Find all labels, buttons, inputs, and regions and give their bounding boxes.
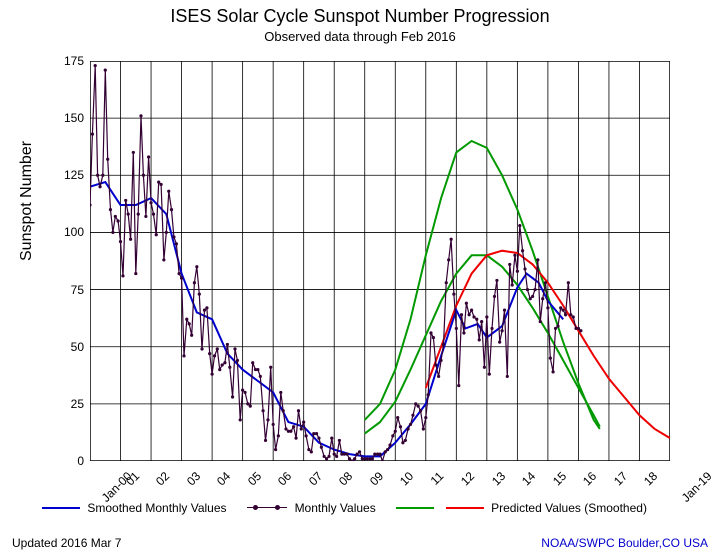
legend-monthly-label: Monthly Values [295,501,376,515]
x-tick-label: 16 [580,469,599,488]
plot-area [90,61,670,461]
x-tick-label: 09 [367,469,386,488]
chart-svg [90,61,670,461]
legend-marker-monthly-icon [247,503,287,513]
x-tick-label: 17 [611,469,630,488]
x-tick-label: 04 [214,469,233,488]
x-tick-label: 14 [519,469,538,488]
legend-smoothed-label: Smoothed Monthly Values [87,501,226,515]
y-tick-label: 175 [56,54,84,68]
x-tick-label: 13 [489,469,508,488]
x-tick-label: 15 [550,469,569,488]
y-tick-label: 150 [56,111,84,125]
x-tick-label: 08 [336,469,355,488]
x-tick-label: 05 [245,469,264,488]
y-tick-label: 50 [56,340,84,354]
y-tick-label: 75 [56,283,84,297]
y-tick-label: 25 [56,397,84,411]
chart-subtitle: Observed data through Feb 2016 [0,29,720,44]
legend-line-smoothed-icon [42,507,80,509]
x-tick-label: 12 [458,469,477,488]
x-tick-label: 07 [306,469,325,488]
y-tick-label: 100 [56,225,84,239]
legend-line-pred-red-icon [446,507,484,509]
x-tick-label: 11 [427,469,446,488]
footer-credit: NOAA/SWPC Boulder,CO USA [541,536,708,550]
chart-title: ISES Solar Cycle Sunspot Number Progress… [0,6,720,27]
x-tick-label: 03 [183,469,202,488]
x-tick-label: 18 [641,469,660,488]
x-tick-label: 06 [275,469,294,488]
legend: Smoothed Monthly Values Monthly Values P… [38,500,698,520]
y-axis-label: Sunspot Number [18,141,36,261]
footer-updated: Updated 2016 Mar 7 [12,536,121,550]
x-tick-label: 10 [397,469,416,488]
y-tick-label: 0 [56,454,84,468]
x-tick-label: 02 [153,469,172,488]
y-tick-label: 125 [56,168,84,182]
legend-line-pred-green-icon [396,507,434,509]
legend-predicted-label: Predicted Values (Smoothed) [491,501,647,515]
